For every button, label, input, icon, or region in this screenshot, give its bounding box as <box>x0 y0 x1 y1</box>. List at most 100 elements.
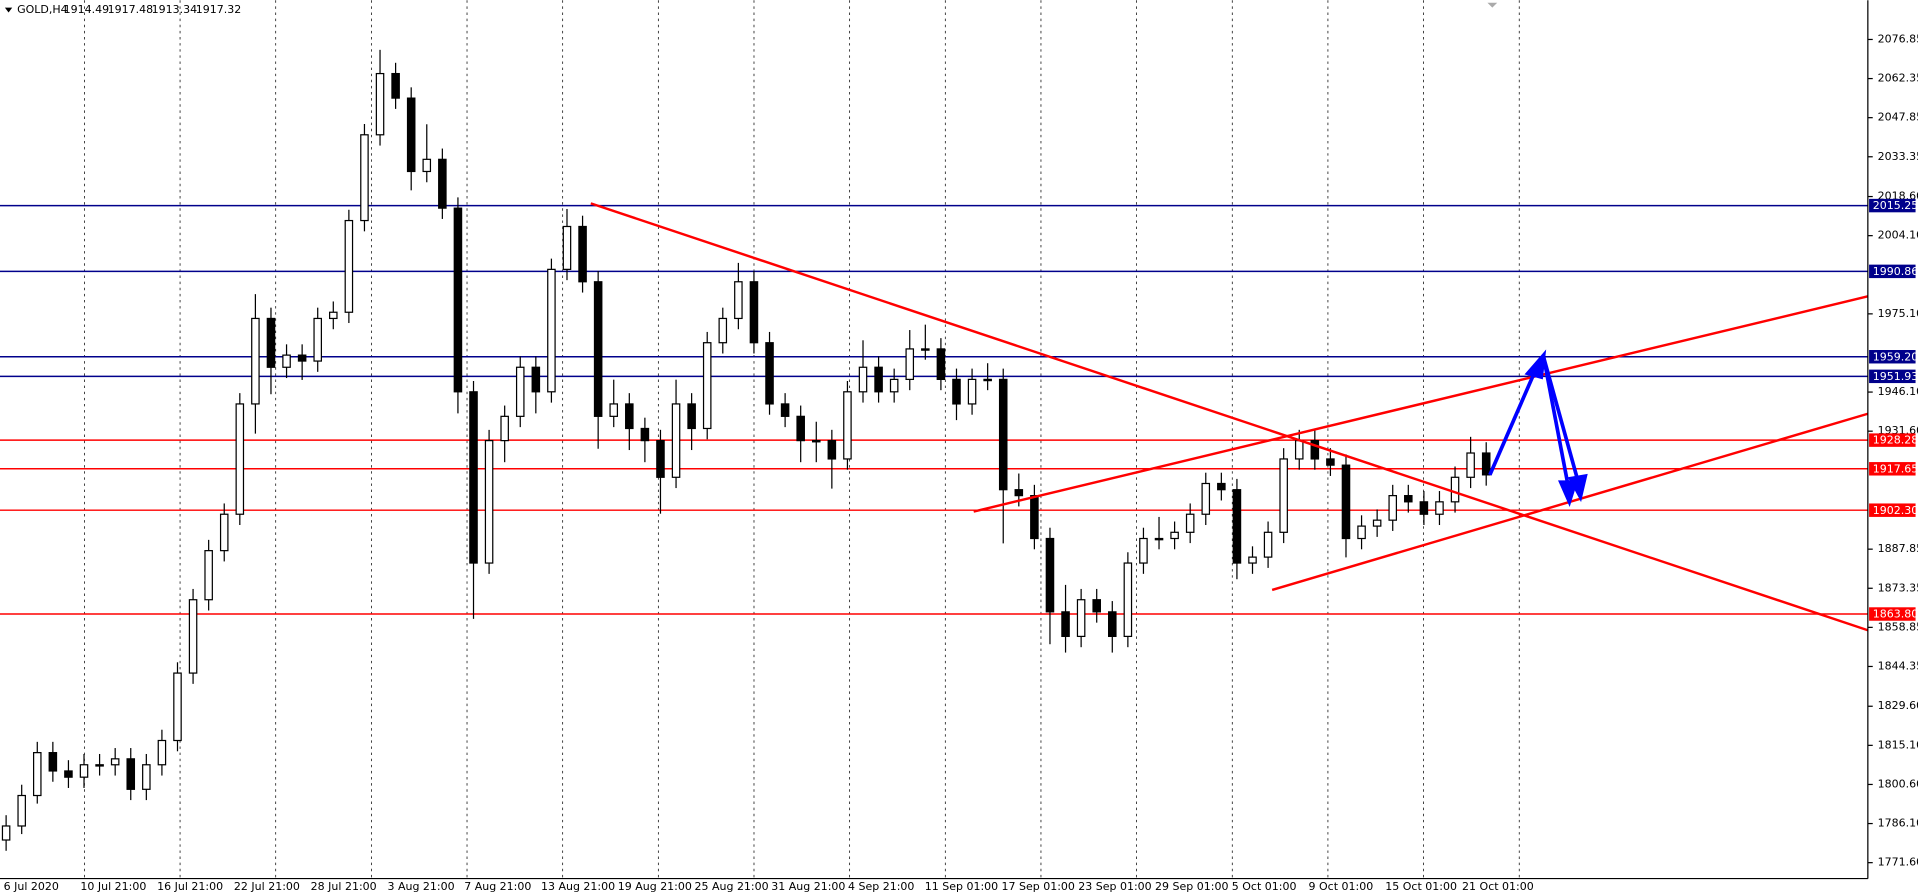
candle-body <box>344 219 354 313</box>
candle-body <box>391 72 400 99</box>
candle-body <box>173 672 182 742</box>
candle-body <box>469 391 478 564</box>
candle-body <box>64 770 73 778</box>
x-tick-label: 13 Aug 21:00 <box>541 880 615 893</box>
candle-body <box>95 764 104 767</box>
candle-body <box>998 378 1008 491</box>
candle-body <box>1435 501 1444 515</box>
y-tick-label: 1887.85 <box>1878 542 1918 555</box>
candle-body <box>1045 537 1055 613</box>
level-label: 1990.86 <box>1873 265 1918 278</box>
candle-body <box>453 207 463 393</box>
candle-body <box>422 158 432 173</box>
candle-body <box>1030 495 1039 540</box>
candle-body <box>48 752 58 772</box>
level-label: 1951.93 <box>1873 370 1918 383</box>
menu-icon <box>4 7 13 13</box>
candle-body <box>157 739 167 766</box>
candle-body <box>188 599 198 674</box>
scroll-marker <box>1487 2 1498 8</box>
trend-line <box>590 202 1869 632</box>
candle-body <box>1217 482 1226 491</box>
x-tick-label: 4 Sep 21:00 <box>848 880 914 893</box>
candle-body <box>1294 439 1304 460</box>
x-tick-label: 16 Jul 21:00 <box>157 880 223 893</box>
candle-body <box>921 348 930 351</box>
levels <box>0 204 1868 615</box>
candle-body <box>1 825 11 841</box>
candle-body <box>936 348 946 381</box>
candle-body <box>313 317 322 362</box>
x-tick-label: 22 Jul 21:00 <box>234 880 300 893</box>
candle-body <box>593 281 603 417</box>
x-tick-label: 11 Sep 01:00 <box>925 880 998 893</box>
y-tick-label: 1873.35 <box>1878 581 1918 594</box>
candle-body <box>251 317 260 405</box>
candle-body <box>531 366 541 393</box>
x-tick-label: 5 Oct 01:00 <box>1232 880 1297 893</box>
candle-body <box>1170 531 1179 540</box>
arrow <box>1488 370 1537 476</box>
y-tick-label: 1946.10 <box>1878 385 1918 398</box>
x-tick-label: 9 Oct 01:00 <box>1309 880 1374 893</box>
candle-body <box>640 427 650 442</box>
symbol: GOLD,H4 <box>17 3 68 16</box>
candle-body <box>1450 476 1460 503</box>
level-label: 1902.30 <box>1873 504 1918 517</box>
x-tick-label: 29 Sep 01:00 <box>1155 880 1228 893</box>
level-label-box <box>1869 607 1916 621</box>
arrow-head <box>1558 480 1578 508</box>
y-tick-label: 1771.60 <box>1878 856 1918 869</box>
candle-body <box>843 391 852 460</box>
candle-body <box>1076 599 1086 638</box>
quote: 1917.48 <box>108 3 153 16</box>
candle-body <box>484 439 494 564</box>
candle-body <box>406 97 416 173</box>
candle-body <box>110 758 120 766</box>
y-tick-label: 1858.85 <box>1878 620 1918 633</box>
candle-body <box>79 764 89 778</box>
candle-body <box>235 403 245 515</box>
candle-body <box>1372 519 1382 527</box>
candle-body <box>734 281 743 320</box>
candle-body <box>1092 599 1101 613</box>
x-tick-label: 21 Oct 01:00 <box>1462 880 1534 893</box>
y-tick-label: 2047.85 <box>1878 111 1918 124</box>
y-tick-label: 2004.10 <box>1878 229 1918 242</box>
y-tick-label: 2033.35 <box>1878 150 1918 163</box>
candle-body <box>297 354 307 362</box>
y-tick-label: 1800.60 <box>1878 777 1918 790</box>
candle-body <box>967 378 977 405</box>
x-tick-label: 17 Sep 01:00 <box>1002 880 1075 893</box>
candle-body <box>562 225 572 270</box>
y-tick-label: 1829.60 <box>1878 699 1918 712</box>
candle-body <box>126 758 136 790</box>
candle-body <box>1279 458 1288 533</box>
candle-body <box>796 415 805 442</box>
level-label: 1917.65 <box>1873 462 1918 475</box>
candle-body <box>765 342 774 405</box>
candle-body <box>718 317 728 344</box>
level-label-box <box>1869 198 1916 213</box>
candle-body <box>204 550 213 601</box>
x-tick-label: 31 Aug 21:00 <box>771 880 845 893</box>
candle-body <box>1185 513 1195 533</box>
candle-body <box>1232 489 1242 564</box>
x-tick-label: 15 Oct 01:00 <box>1385 880 1457 893</box>
candle-body <box>142 764 151 790</box>
candle-body <box>889 378 899 393</box>
candle-body <box>375 72 385 136</box>
candle-body <box>656 439 665 478</box>
level-label: 1863.80 <box>1873 608 1918 621</box>
y-tick-label: 2062.35 <box>1878 72 1918 85</box>
candle-body <box>1123 562 1133 638</box>
candle-body <box>1014 489 1024 497</box>
x-tick-label: 6 Jul 2020 <box>4 880 59 893</box>
candle-body <box>874 366 883 393</box>
candles <box>1 49 1491 851</box>
candle-body <box>1201 482 1211 515</box>
y-tick-label: 1975.10 <box>1878 307 1918 320</box>
quote: 1917.32 <box>196 3 242 16</box>
candle-body <box>1341 464 1351 540</box>
